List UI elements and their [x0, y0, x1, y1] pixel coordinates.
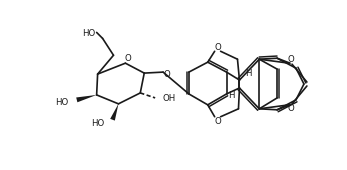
Text: H: H [228, 91, 235, 100]
Text: O: O [288, 104, 294, 113]
Text: H: H [245, 69, 252, 78]
Text: O: O [214, 43, 221, 52]
Text: HO: HO [91, 119, 104, 128]
Text: HO: HO [82, 29, 95, 38]
Text: O: O [214, 117, 221, 126]
Text: HO: HO [56, 98, 69, 107]
Text: O: O [288, 55, 294, 64]
Text: O: O [124, 54, 131, 63]
Text: O: O [164, 70, 170, 79]
Polygon shape [76, 95, 96, 102]
Polygon shape [110, 104, 118, 121]
Text: OH: OH [162, 94, 175, 103]
